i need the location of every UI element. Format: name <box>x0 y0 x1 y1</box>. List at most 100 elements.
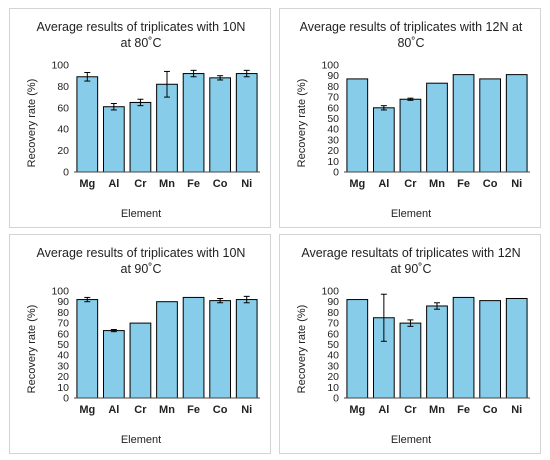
bar-mn <box>156 301 178 399</box>
y-tick-label: 80 <box>57 307 69 319</box>
y-tick-label: 10 <box>327 156 339 168</box>
bar-mn <box>426 82 448 173</box>
x-tick-label: Co <box>483 404 498 416</box>
x-tick-label: Mn <box>429 178 445 190</box>
bar-fe <box>452 296 475 399</box>
y-tick-label: 50 <box>327 339 339 351</box>
x-tick-label: Fe <box>457 404 470 416</box>
x-tick-label: Co <box>213 404 228 416</box>
bar-fe <box>452 74 475 173</box>
x-axis-label: Element <box>390 434 432 446</box>
y-tick-label: 100 <box>321 286 339 298</box>
bar-mg <box>346 299 369 399</box>
x-tick-label: Fe <box>457 178 470 190</box>
x-tick-label: Mg <box>349 178 365 190</box>
x-tick-label: Co <box>483 178 498 190</box>
y-tick-label: 0 <box>63 167 69 179</box>
y-tick-label: 0 <box>63 393 69 405</box>
y-tick-label: 90 <box>327 296 339 308</box>
bar-co <box>479 300 502 399</box>
y-tick-label: 50 <box>57 339 69 351</box>
bar-al <box>372 107 395 173</box>
y-tick-label: 60 <box>327 102 339 114</box>
bar-cr <box>129 322 152 399</box>
bar-ni <box>505 297 528 399</box>
x-tick-label: Mn <box>159 178 175 190</box>
y-tick-label: 40 <box>57 350 69 362</box>
x-tick-label: Mg <box>349 404 365 416</box>
bar-co <box>209 300 232 399</box>
y-tick-label: 60 <box>57 102 69 114</box>
bar-ni <box>235 73 258 173</box>
y-tick-label: 20 <box>327 371 339 383</box>
y-tick-label: 40 <box>57 124 69 136</box>
x-axis-label: Element <box>120 434 162 446</box>
bar-fe <box>182 73 205 173</box>
y-tick-label: 100 <box>51 286 69 298</box>
y-tick-label: 0 <box>333 167 339 179</box>
y-tick-label: 70 <box>327 92 339 104</box>
bar-chart-plot: 0 20 40 60 80 100 Mg Al Cr Mn Fe Co Ni <box>51 60 260 190</box>
x-tick-label: Al <box>378 404 389 416</box>
bar-mg <box>346 78 369 173</box>
x-tick-label: Ni <box>241 178 252 190</box>
y-tick-label: 60 <box>327 328 339 340</box>
y-tick-label: 20 <box>57 145 69 157</box>
bar-mg <box>76 76 99 173</box>
y-tick-label: 20 <box>57 371 69 383</box>
x-tick-label: Cr <box>404 178 417 190</box>
x-tick-label: Mn <box>429 404 445 416</box>
x-tick-label: Ni <box>511 178 522 190</box>
y-tick-label: 100 <box>51 60 69 72</box>
y-tick-label: 50 <box>327 113 339 125</box>
y-tick-label: 100 <box>321 60 339 72</box>
bar-fe <box>182 296 205 399</box>
x-tick-label: Co <box>213 178 228 190</box>
y-tick-label: 20 <box>327 145 339 157</box>
y-tick-label: 30 <box>327 360 339 372</box>
chart-panel-12n-80c: Average results of triplicates with 12N … <box>279 8 541 228</box>
x-tick-label: Al <box>378 178 389 190</box>
chart-title: Average results of triplicates with 10N … <box>36 246 246 276</box>
bar-cr <box>399 98 422 173</box>
chart-title: Average resultats of triplicates with 12… <box>301 246 521 276</box>
y-tick-label: 10 <box>327 382 339 394</box>
bar-al <box>102 330 125 399</box>
bar-mn <box>426 305 448 399</box>
y-tick-label: 40 <box>327 350 339 362</box>
y-tick-label: 80 <box>327 307 339 319</box>
x-tick-label: Mn <box>159 404 175 416</box>
x-axis-label: Element <box>390 208 432 220</box>
chart-title: Average results of triplicates with 12N … <box>299 20 523 50</box>
y-tick-label: 90 <box>327 70 339 82</box>
x-tick-label: Mg <box>79 178 95 190</box>
x-tick-label: Cr <box>134 404 147 416</box>
x-tick-label: Al <box>108 404 119 416</box>
y-tick-label: 40 <box>327 124 339 136</box>
x-tick-label: Cr <box>404 404 417 416</box>
x-axis-label: Element <box>120 208 162 220</box>
bar-co <box>479 78 502 173</box>
bar-co <box>209 77 232 173</box>
y-tick-label: 80 <box>327 81 339 93</box>
bar-al <box>102 106 125 173</box>
x-tick-label: Mg <box>79 404 95 416</box>
bar-cr <box>129 101 152 173</box>
x-tick-label: Ni <box>511 404 522 416</box>
bar-cr <box>399 322 422 399</box>
chart-title: Average results of triplicates with 10N … <box>36 20 246 50</box>
y-tick-label: 30 <box>57 360 69 372</box>
bar-ni <box>505 74 528 173</box>
x-tick-label: Fe <box>187 178 200 190</box>
chart-panel-12n-90c: Average resultats of triplicates with 12… <box>279 234 541 454</box>
chart-panel-10n-80c: Average results of triplicates with 10N … <box>9 8 271 228</box>
x-tick-label: Cr <box>134 178 147 190</box>
x-tick-label: Ni <box>241 404 252 416</box>
y-tick-label: 70 <box>57 318 69 330</box>
y-tick-label: 30 <box>327 134 339 146</box>
x-tick-label: Fe <box>187 404 200 416</box>
chart-panel-10n-90c: Average results of triplicates with 10N … <box>9 234 271 454</box>
y-tick-label: 80 <box>57 81 69 93</box>
x-tick-label: Al <box>108 178 119 190</box>
